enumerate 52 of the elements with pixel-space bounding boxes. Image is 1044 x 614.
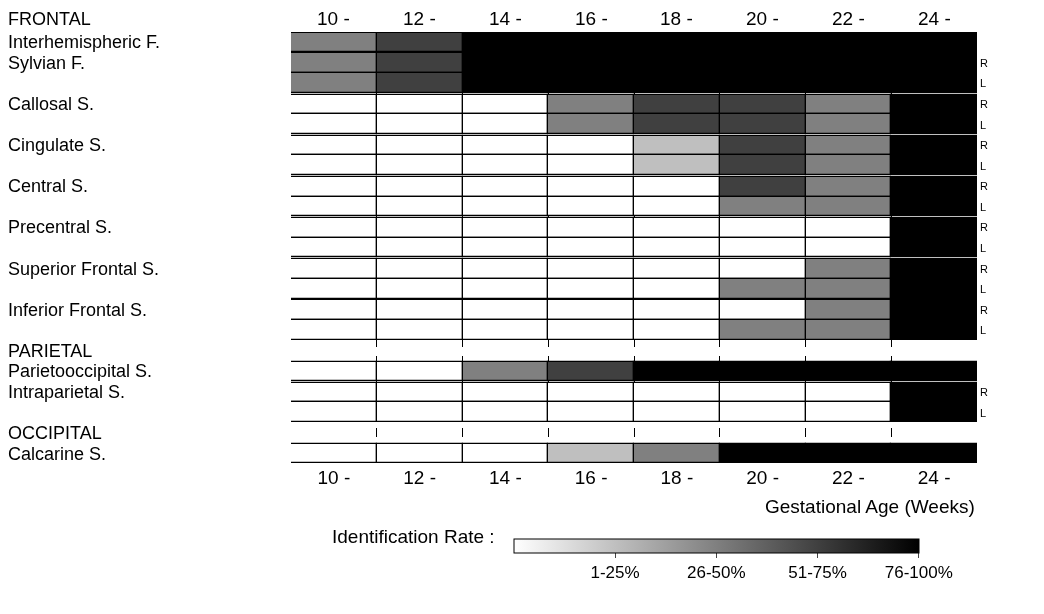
y-tick-label: Intraparietal S. bbox=[8, 382, 126, 402]
x-tick-label: 16 - bbox=[575, 8, 608, 29]
color-bar-label: 26-50% bbox=[687, 563, 746, 583]
y-tick-label: Calcarine S. bbox=[8, 444, 107, 464]
category-label: 18 - bbox=[660, 467, 694, 488]
category-label: 12 - bbox=[403, 467, 437, 488]
color-bar-label: 51-75% bbox=[788, 563, 847, 583]
y2-tick-label: L bbox=[980, 119, 987, 131]
y-tick-label: Cingulate S. bbox=[8, 135, 107, 155]
y2-tick-label: R bbox=[980, 98, 988, 110]
text: FRONTAL bbox=[8, 9, 91, 29]
category-label: 20 - bbox=[746, 467, 780, 488]
y2-tick-label: L bbox=[980, 324, 987, 336]
y2-tick-label: R bbox=[980, 180, 988, 192]
y2-tick-label: R bbox=[980, 263, 988, 275]
y-tick-label: Central S. bbox=[8, 176, 89, 196]
y-tick-label: Superior Frontal S. bbox=[8, 259, 160, 279]
y-tick-label: Precentral S. bbox=[8, 217, 113, 237]
y2-tick-label: L bbox=[980, 407, 987, 419]
y-tick-label: Sylvian F. bbox=[8, 53, 86, 73]
category-label: 22 - bbox=[832, 467, 865, 488]
color-bar-label: 1-25% bbox=[590, 563, 640, 583]
x-tick-label: 14 - bbox=[489, 8, 522, 29]
y2-tick-label: L bbox=[980, 242, 987, 254]
y2-tick-label: R bbox=[980, 57, 988, 69]
color-bar-label: 76-100% bbox=[884, 563, 953, 583]
y2-tick-label: R bbox=[980, 139, 988, 151]
y2-tick-label: R bbox=[980, 304, 988, 316]
y-tick-label: Inferior Frontal S. bbox=[8, 300, 148, 320]
y2-tick-label: L bbox=[980, 160, 987, 172]
color-bar-title: Identification Rate : bbox=[332, 526, 495, 547]
x-axis-title: Gestational Age (Weeks) bbox=[765, 496, 975, 517]
y-tick-label: PARIETAL bbox=[8, 341, 93, 361]
y-tick-label: Callosal S. bbox=[8, 94, 95, 114]
x-tick-label: 22 - bbox=[832, 8, 865, 29]
x-tick-label: 12 - bbox=[403, 8, 436, 29]
category-label: 24 - bbox=[917, 467, 951, 488]
x-tick-label: 18 - bbox=[660, 8, 693, 29]
category-label: 10 - bbox=[317, 467, 351, 488]
y2-tick-label: L bbox=[980, 77, 987, 89]
category-label: 16 - bbox=[574, 467, 608, 488]
category-label: 14 - bbox=[489, 467, 522, 488]
x-tick-label: 10 - bbox=[317, 8, 350, 29]
x-tick-label: 20 - bbox=[746, 8, 779, 29]
y2-tick-label: L bbox=[980, 201, 987, 213]
y-tick-label: Interhemispheric F. bbox=[8, 32, 161, 52]
x-tick-label: 24 - bbox=[918, 8, 951, 29]
y-tick-label: Parietooccipital S. bbox=[8, 361, 153, 381]
y-tick-label: OCCIPITAL bbox=[8, 423, 102, 443]
y2-tick-label: L bbox=[980, 283, 987, 295]
y2-tick-label: R bbox=[980, 386, 988, 398]
y2-tick-label: R bbox=[980, 221, 988, 233]
